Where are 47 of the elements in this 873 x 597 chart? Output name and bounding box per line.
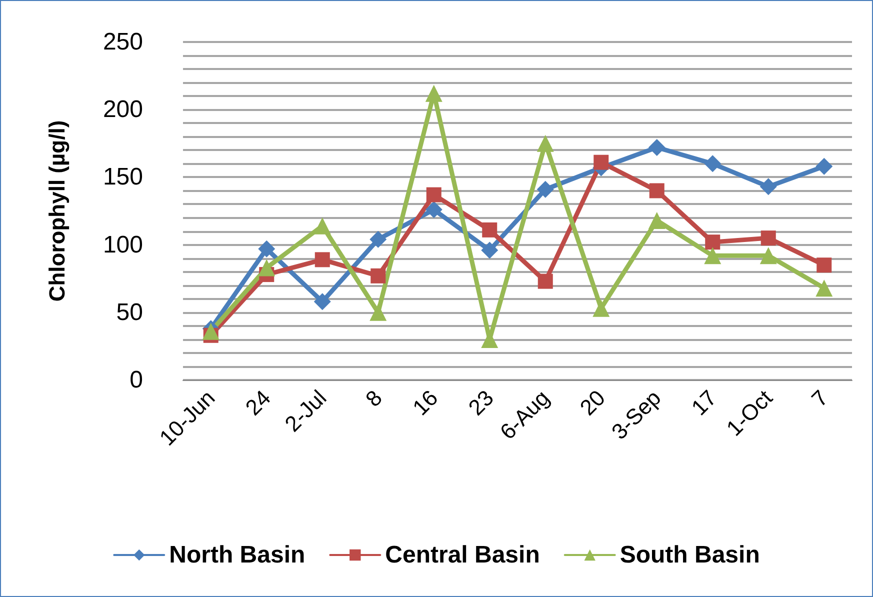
legend-label: Central Basin: [385, 542, 540, 568]
y-axis-title: Chlorophyll (µg/l): [44, 120, 70, 302]
point: [594, 154, 609, 170]
point: [481, 242, 498, 259]
point: [704, 247, 722, 264]
y-tick-label: 250: [102, 28, 143, 56]
point: [704, 155, 722, 172]
point: [314, 217, 331, 234]
point: [426, 187, 442, 202]
point: [314, 293, 331, 310]
y-tick-label: 150: [102, 164, 143, 191]
y-tick-label: 100: [102, 231, 143, 258]
point: [649, 183, 664, 198]
y-tick-label: 50: [116, 298, 143, 326]
legend-label: South Basin: [620, 542, 760, 568]
point: [425, 84, 442, 102]
point: [816, 158, 833, 175]
point: [370, 230, 387, 248]
point: [536, 180, 554, 198]
x-tick-label: 7: [806, 385, 833, 412]
point: [760, 178, 777, 196]
x-tick-label: 16: [408, 385, 443, 420]
point: [816, 258, 832, 273]
point: [648, 138, 666, 156]
x-tick-label: 23: [463, 385, 498, 420]
point: [760, 230, 776, 246]
point: [258, 240, 276, 258]
point: [425, 201, 442, 218]
point: [370, 268, 386, 284]
point: [592, 300, 610, 317]
point: [760, 247, 777, 264]
x-tick-label: 20: [574, 385, 610, 420]
point: [536, 134, 554, 152]
point: [258, 259, 276, 276]
y-tick-label: 0: [130, 366, 143, 394]
legend-label: North Basin: [169, 542, 306, 568]
point: [816, 280, 833, 297]
y-tick-label: 200: [102, 96, 143, 124]
point: [648, 212, 666, 229]
x-tick-label: 17: [686, 385, 722, 420]
point: [538, 274, 553, 289]
x-tick-label: 8: [360, 385, 387, 412]
point: [370, 304, 387, 321]
point: [482, 222, 498, 238]
point: [314, 252, 330, 268]
x-tick-label: 24: [240, 385, 276, 420]
point: [705, 234, 720, 250]
